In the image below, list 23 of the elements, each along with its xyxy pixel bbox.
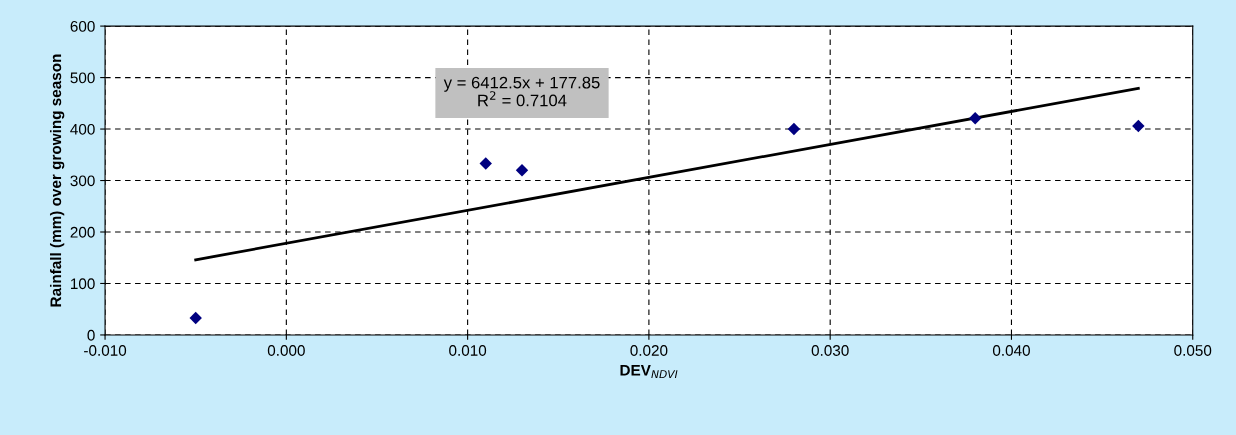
x-tick-label: 0.010 — [449, 345, 487, 356]
y-tick-label: 100 — [71, 278, 95, 290]
point — [787, 122, 801, 136]
point — [1132, 119, 1145, 133]
x-tick-label: -0.010 — [84, 345, 127, 356]
x-tick-label: 0.000 — [267, 345, 305, 356]
annotation: y = 6412.5x + 177.85 R$^{2}$ = 0.7104 — [443, 76, 600, 107]
y-tick-label: 500 — [70, 72, 95, 84]
point — [479, 157, 492, 170]
x-axis-title: DEV$_{NDVI}$ — [620, 365, 678, 379]
y-tick-label: 400 — [70, 123, 95, 135]
point — [515, 164, 529, 177]
x-tick-label: 0.050 — [1174, 345, 1212, 356]
point — [968, 112, 982, 125]
point — [189, 311, 202, 325]
y-tick-label: 200 — [70, 226, 95, 238]
y-tick-label: 600 — [70, 20, 95, 32]
x-tick-label: 0.020 — [630, 345, 668, 356]
x-tick-label: 0.030 — [811, 345, 849, 356]
y-tick-label: 0 — [87, 329, 95, 341]
y-tick-label: 300 — [70, 175, 95, 187]
y-axis-title: Rainfall (mm) over growing season — [49, 54, 65, 307]
x-tick-label: 0.040 — [992, 345, 1030, 356]
